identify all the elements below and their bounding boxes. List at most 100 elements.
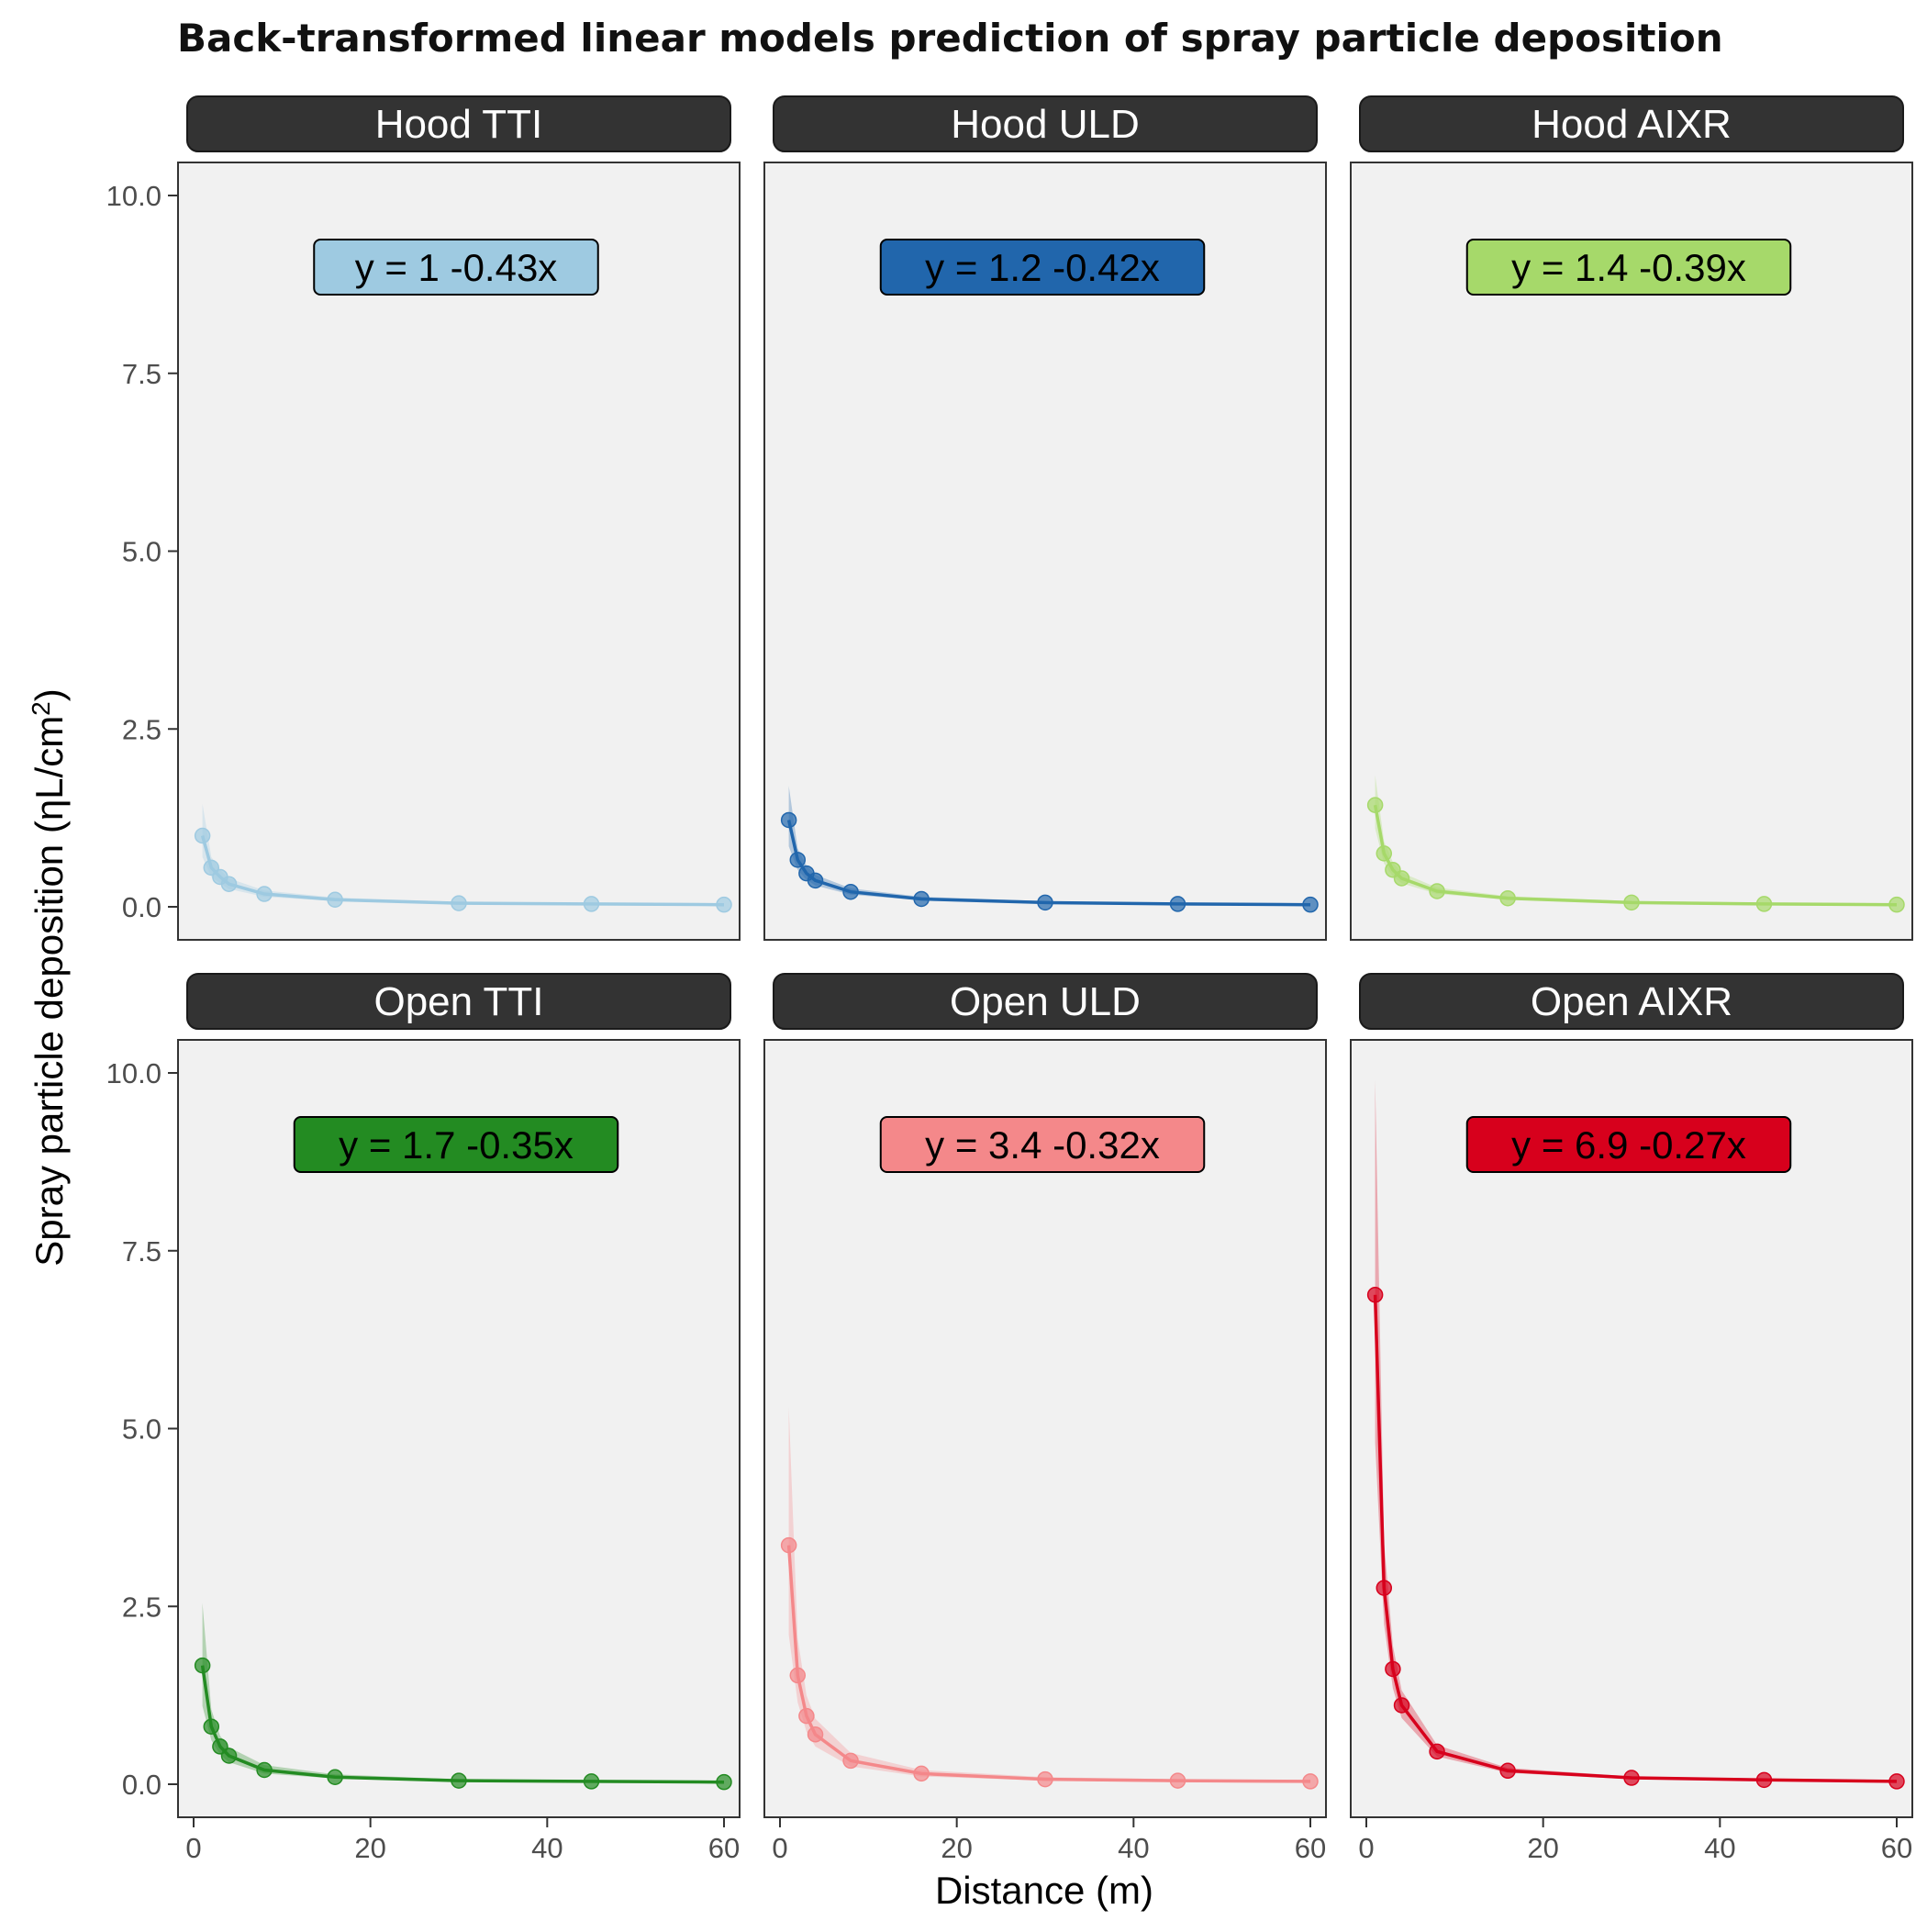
data-point (789, 852, 807, 868)
data-point (1623, 894, 1640, 911)
equation-label: y = 1.7 -0.35x (339, 1123, 574, 1167)
data-point (842, 883, 859, 900)
data-point (913, 1765, 930, 1782)
facet-strip (773, 95, 1318, 152)
y-tick-label: 7.5 (122, 358, 162, 390)
facet-strip (1359, 95, 1904, 152)
y-axis-title-superscript: 2 (27, 701, 55, 716)
data-point (1499, 889, 1516, 907)
data-point (1623, 1770, 1640, 1786)
data-point (1366, 1287, 1384, 1303)
data-point (194, 827, 211, 844)
data-point (807, 1726, 824, 1743)
data-point (1429, 883, 1445, 899)
facet-hood-aixr: Hood AIXR y = 1.4 -0.39x (1350, 95, 1913, 941)
x-tick-label: 60 (1295, 1832, 1326, 1864)
data-point (256, 1761, 273, 1779)
data-point (256, 886, 273, 902)
y-tick-label: 2.5 (122, 1591, 162, 1623)
data-point (807, 872, 824, 889)
x-tick-label: 20 (1527, 1832, 1558, 1864)
y-tick-label: 2.5 (122, 713, 162, 745)
data-point (451, 1772, 467, 1789)
y-axis-title: Spray particle deposition (ηL/cm2) (27, 688, 71, 1267)
x-tick-label: 60 (708, 1832, 740, 1864)
y-tick-label: 10.0 (106, 1057, 162, 1089)
data-point (1037, 894, 1053, 911)
data-point (1888, 896, 1905, 913)
data-point (1302, 896, 1319, 913)
data-point (203, 1718, 220, 1735)
x-axis-title: Distance (m) (935, 1869, 1153, 1912)
x-tick-label: 0 (1358, 1832, 1374, 1864)
x-tick-label: 40 (1118, 1832, 1149, 1864)
facet-open-tti: Open TTI y = 1.7 -0.35x 0.0 2.5 5.0 7.5 10.0 0 2… (106, 973, 741, 1864)
equation-label-box (293, 1116, 619, 1173)
data-point (1393, 1697, 1410, 1714)
data-point (1302, 1773, 1319, 1790)
equation-label-box (879, 1116, 1206, 1173)
y-tick-label: 0.0 (122, 1769, 162, 1801)
facet-strip (186, 95, 731, 152)
data-point (327, 1769, 343, 1785)
y-axis-title-close: ) (28, 688, 71, 701)
facet-open-uld: Open ULD y = 3.4 -0.32x 0 20 40 60 (763, 973, 1327, 1864)
equation-label-box (1465, 1116, 1792, 1173)
x-tick-label: 60 (1881, 1832, 1912, 1864)
equation-label-box (879, 239, 1206, 296)
data-point (1499, 1762, 1516, 1780)
data-point (1376, 845, 1393, 862)
data-point (716, 896, 732, 913)
facet-strip-label: Hood ULD (951, 102, 1139, 147)
facet-strip (773, 973, 1318, 1030)
x-tick-label: 20 (354, 1832, 385, 1864)
equation-label: y = 1.2 -0.42x (925, 246, 1160, 289)
facet-open-aixr: Open AIXR y = 6.9 -0.27x 0 20 40 60 (1350, 973, 1913, 1864)
equation-label: y = 6.9 -0.27x (1511, 1123, 1746, 1167)
equation-label: y = 3.4 -0.32x (925, 1123, 1160, 1167)
facet-strip-label: Open TTI (373, 979, 543, 1024)
y-tick-label: 5.0 (122, 1413, 162, 1446)
data-point (1385, 1660, 1401, 1678)
data-point (789, 1667, 807, 1684)
data-point (1755, 896, 1773, 912)
facet-strip-label: Open ULD (950, 979, 1141, 1024)
data-point (913, 890, 930, 908)
chart-title: Back-transformed linear models predictio… (177, 16, 1723, 61)
data-point (583, 896, 600, 912)
data-point (780, 811, 797, 829)
y-tick-label: 7.5 (122, 1235, 162, 1268)
x-tick-label: 40 (531, 1832, 563, 1864)
equation-label-box (1465, 239, 1792, 296)
facet-strip-label: Hood TTI (375, 102, 543, 147)
facet-strip (186, 973, 731, 1030)
equation-label: y = 1.4 -0.39x (1511, 246, 1746, 289)
facet-strip-label: Hood AIXR (1532, 102, 1732, 147)
data-point (842, 1752, 859, 1770)
confidence-ribbon (788, 1407, 1310, 1783)
facet-hood-tti: Hood TTI y = 1 -0.43x 0.0 2.5 5.0 7.5 10.0 (106, 95, 741, 941)
data-point (220, 876, 238, 892)
y-tick-label: 5.0 (122, 536, 162, 568)
data-point (451, 895, 467, 911)
equation-label-box (313, 239, 599, 296)
y-tick-label: 10.0 (106, 180, 162, 212)
data-point (1366, 797, 1384, 813)
facet-strip-label: Open AIXR (1531, 979, 1732, 1024)
data-point (1888, 1773, 1905, 1790)
data-point (1755, 1771, 1773, 1789)
data-point (1393, 870, 1410, 887)
x-tick-label: 0 (185, 1832, 201, 1864)
equation-label: y = 1 -0.43x (355, 246, 558, 289)
data-point (1169, 896, 1186, 912)
data-point (220, 1748, 238, 1764)
x-tick-label: 20 (941, 1832, 972, 1864)
facet-hood-uld: Hood ULD y = 1.2 -0.42x (763, 95, 1327, 941)
data-point (583, 1773, 600, 1790)
facet-strip (1359, 973, 1904, 1030)
y-tick-label: 0.0 (122, 891, 162, 923)
data-point (1037, 1770, 1053, 1788)
